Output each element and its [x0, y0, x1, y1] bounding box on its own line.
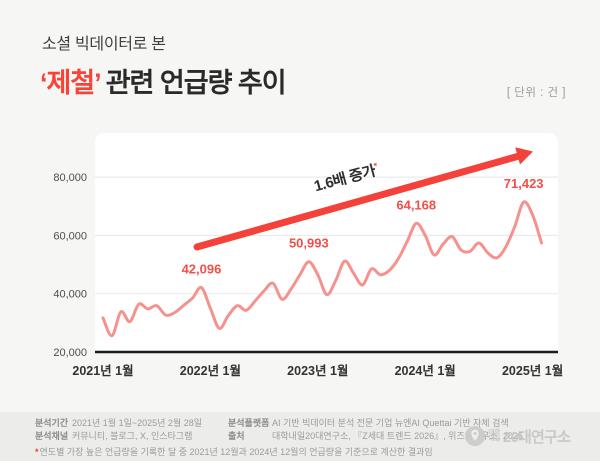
peak-value-label: 71,423	[504, 176, 544, 191]
analysis-platform-row: 분석플랫폼 AI 기반 빅데이터 분석 전문 기업 뉴엔AI Quettai 기…	[228, 418, 509, 429]
logo-brand-small-line2: 내일	[488, 435, 501, 442]
footer: 분석기간 2021년 1월 1일~2025년 2월 28일 분석채널 커뮤니티,…	[0, 412, 600, 461]
source-value: 대학내일20대연구소, 『Z세대 트렌드 2026』, 위즈덤하우스, 2025	[272, 431, 523, 441]
peak-value-label: 50,993	[289, 236, 329, 251]
analysis-channel-value: 커뮤니티, 블로그, X, 인스타그램	[72, 431, 193, 441]
source-label: 출처	[228, 431, 245, 441]
y-axis-label: 40,000	[53, 289, 87, 301]
y-axis-label: 60,000	[53, 230, 87, 242]
y-axis-label: 80,000	[53, 172, 87, 184]
peak-value-label: 42,096	[182, 262, 222, 277]
x-axis-label: 2025년 1월	[502, 363, 563, 378]
trend-arrow-head	[515, 147, 533, 165]
logo-brand-small-line1: 대학	[488, 428, 501, 436]
logo-brand-main: 20대연구소	[502, 428, 571, 446]
analysis-platform-label: 분석플랫폼	[228, 418, 270, 428]
analysis-channel-label: 분석채널	[35, 431, 69, 441]
x-axis-label: 2023년 1월	[287, 363, 348, 378]
mention-trend-line	[101, 200, 543, 338]
location-pin-icon	[464, 425, 485, 447]
analysis-period-value: 2021년 1월 1일~2025년 2월 28일	[72, 418, 203, 428]
analysis-platform-value: AI 기반 빅데이터 분석 전문 기업 뉴엔AI Quettai 기반 자체 검…	[272, 418, 509, 428]
unit-label: [ 단위 : 건 ]	[506, 87, 566, 99]
page-title: ‘제철’ 관련 언급량 추이	[40, 61, 287, 100]
chart-subtitle: 소셜 빅데이터로 본	[42, 36, 166, 53]
x-axis-label: 2022년 1월	[180, 363, 241, 378]
analysis-period-row: 분석기간 2021년 1월 1일~2025년 2월 28일	[35, 418, 202, 429]
footnote-asterisk: *	[35, 447, 39, 457]
plot-area	[95, 133, 558, 352]
analysis-channel-row: 분석채널 커뮤니티, 블로그, X, 인스타그램	[35, 431, 192, 442]
title-rest: 관련 언급량 추이	[99, 68, 287, 98]
footnote: *연도별 가장 높은 언급량을 기록한 달 중 2021년 12월과 2024년…	[35, 445, 433, 458]
analysis-period-label: 분석기간	[35, 418, 69, 428]
x-axis-label: 2024년 1월	[395, 363, 456, 378]
y-axis-label: 20,000	[53, 347, 87, 359]
title-highlight: ‘제철’	[40, 68, 101, 98]
univ-tomorrow-logo: 대학 내일 20대연구소	[464, 425, 571, 447]
trend-arrow	[193, 152, 523, 251]
source-row: 출처 대학내일20대연구소, 『Z세대 트렌드 2026』, 위즈덤하우스, 2…	[228, 431, 523, 442]
logo-brand-small: 대학 내일	[488, 428, 501, 443]
peak-value-label: 64,168	[396, 197, 436, 212]
x-axis-label: 2021년 1월	[72, 363, 133, 378]
footnote-text: 연도별 가장 높은 언급량을 기록한 달 중 2021년 12월과 2024년 …	[39, 447, 433, 457]
